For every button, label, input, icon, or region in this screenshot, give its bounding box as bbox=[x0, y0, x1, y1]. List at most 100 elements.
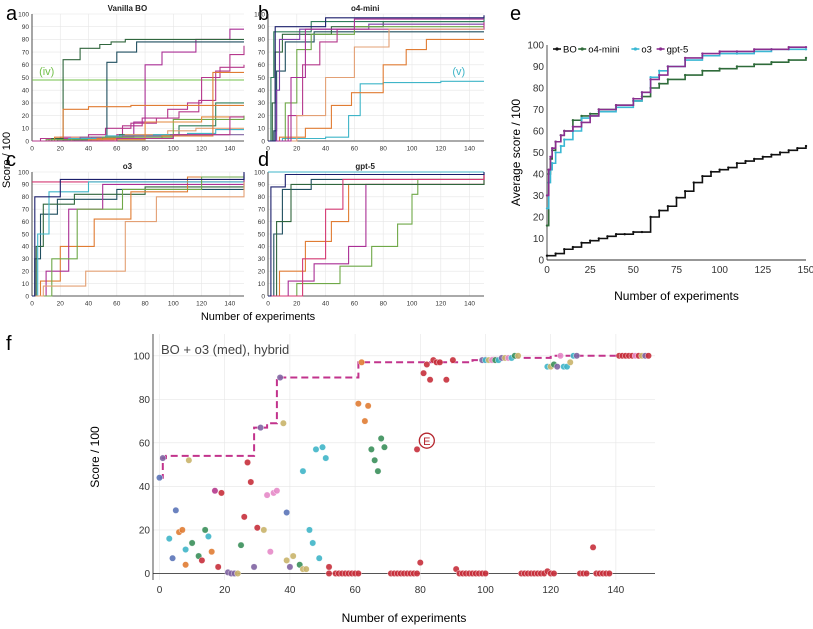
y-tick-label: 80 bbox=[258, 194, 266, 201]
panel-letter-d: d bbox=[258, 149, 269, 171]
scatter-point bbox=[286, 563, 294, 571]
y-tick-label: 0 bbox=[25, 138, 29, 145]
series-marker bbox=[614, 104, 618, 107]
y-tick-label: 20 bbox=[139, 525, 151, 536]
scatter-point bbox=[247, 478, 255, 486]
x-tick-label: 120 bbox=[196, 301, 207, 308]
scatter-point bbox=[263, 491, 271, 499]
x-tick-label: 0 bbox=[544, 265, 550, 276]
panel-a-title: Vanilla BO bbox=[108, 4, 148, 13]
series-line bbox=[268, 31, 484, 142]
series-marker bbox=[588, 239, 592, 242]
scatter-point bbox=[566, 358, 574, 366]
x-tick-label: 20 bbox=[57, 301, 65, 308]
scatter-point bbox=[283, 557, 291, 564]
series-marker bbox=[550, 162, 554, 165]
series-line bbox=[32, 177, 245, 297]
series-marker bbox=[632, 97, 635, 100]
y-tick-label: 10 bbox=[258, 281, 266, 288]
scatter-point bbox=[299, 467, 307, 475]
scatter-point bbox=[172, 506, 180, 514]
series-marker bbox=[640, 230, 644, 234]
series-marker bbox=[580, 241, 583, 244]
x-tick-label: 0 bbox=[266, 146, 270, 153]
x-tick-label: 40 bbox=[322, 301, 330, 308]
series-line bbox=[32, 184, 245, 297]
scatter-point bbox=[182, 561, 189, 569]
series-marker bbox=[675, 196, 678, 199]
y-tick-label: 40 bbox=[533, 170, 545, 181]
panel-letter-e: e bbox=[510, 3, 521, 25]
legend-marker bbox=[580, 47, 584, 51]
x-tick-label: 40 bbox=[322, 146, 330, 153]
series-marker bbox=[559, 144, 563, 148]
series-marker bbox=[640, 91, 644, 94]
scatter-point bbox=[605, 570, 613, 577]
series-marker bbox=[597, 108, 600, 111]
series-marker bbox=[580, 116, 583, 120]
y-tick-label: 50 bbox=[258, 231, 266, 238]
series-marker bbox=[559, 134, 563, 137]
series-line bbox=[32, 127, 244, 142]
y-tick-label: 60 bbox=[139, 438, 151, 449]
series-marker bbox=[549, 155, 552, 158]
series-marker bbox=[735, 162, 739, 165]
panel-c-title: o3 bbox=[123, 162, 133, 171]
x-tick-label: 60 bbox=[113, 301, 121, 308]
y-tick-label: 70 bbox=[533, 105, 545, 116]
series-line bbox=[32, 172, 245, 297]
y-tick-label: 70 bbox=[258, 206, 266, 213]
panel-letter-a: a bbox=[6, 3, 18, 25]
series-marker bbox=[735, 52, 739, 55]
annotation-label: (v) bbox=[452, 66, 465, 78]
x-tick-label: 20 bbox=[219, 585, 231, 596]
scatter-point bbox=[302, 565, 310, 573]
x-tick-label: 120 bbox=[435, 301, 446, 308]
y-tick-label: 20 bbox=[533, 213, 545, 224]
series-line-BO bbox=[547, 146, 807, 257]
y-tick-label: 30 bbox=[22, 256, 30, 263]
scatter-point bbox=[514, 352, 522, 360]
scatter-point bbox=[266, 548, 274, 556]
scatter-point bbox=[573, 352, 581, 360]
y-tick-label: 60 bbox=[258, 62, 266, 69]
series-marker bbox=[649, 76, 652, 79]
y-tick-label: 30 bbox=[22, 100, 30, 107]
series-marker bbox=[649, 215, 652, 219]
y-tick-label: 80 bbox=[139, 395, 151, 406]
series-marker bbox=[563, 138, 566, 141]
series-line bbox=[32, 174, 245, 297]
y-tick-label: 40 bbox=[22, 87, 30, 94]
x-tick-label: 140 bbox=[224, 301, 235, 308]
y-tick-label: 0 bbox=[25, 293, 29, 300]
series-marker bbox=[718, 168, 721, 171]
y-tick-label: 60 bbox=[22, 62, 30, 69]
scatter-point bbox=[159, 454, 167, 462]
scatter-point bbox=[279, 419, 287, 427]
series-line bbox=[268, 172, 485, 297]
x-tick-label: 80 bbox=[380, 301, 388, 308]
scatter-point bbox=[423, 361, 431, 368]
series-marker bbox=[666, 78, 670, 81]
series-marker bbox=[709, 170, 713, 174]
legend-marker bbox=[659, 47, 663, 51]
y-tick-label: 80 bbox=[258, 37, 266, 44]
scatter-point bbox=[557, 352, 564, 360]
series-line bbox=[32, 38, 244, 142]
series-marker bbox=[787, 58, 790, 62]
legend-marker bbox=[555, 47, 559, 51]
series-marker bbox=[804, 48, 808, 51]
y-tick-label: 0 bbox=[144, 569, 150, 580]
panel-letter-c: c bbox=[6, 149, 16, 171]
scatter-point bbox=[201, 526, 209, 534]
panel-b-plot: 0 10 20 30 40 50 60 70 80 90 100 0 20 40 60 80 100 120 140… bbox=[254, 4, 485, 153]
scatter-point bbox=[165, 535, 173, 543]
series-marker bbox=[547, 168, 550, 171]
x-tick-label: 100 bbox=[407, 146, 418, 153]
y-tick-label: 30 bbox=[258, 100, 266, 107]
x-tick-label: 60 bbox=[113, 146, 121, 153]
series-line bbox=[32, 28, 244, 142]
x-tick-label: 80 bbox=[141, 146, 149, 153]
scatter-point bbox=[426, 376, 434, 384]
series-marker bbox=[683, 56, 687, 60]
